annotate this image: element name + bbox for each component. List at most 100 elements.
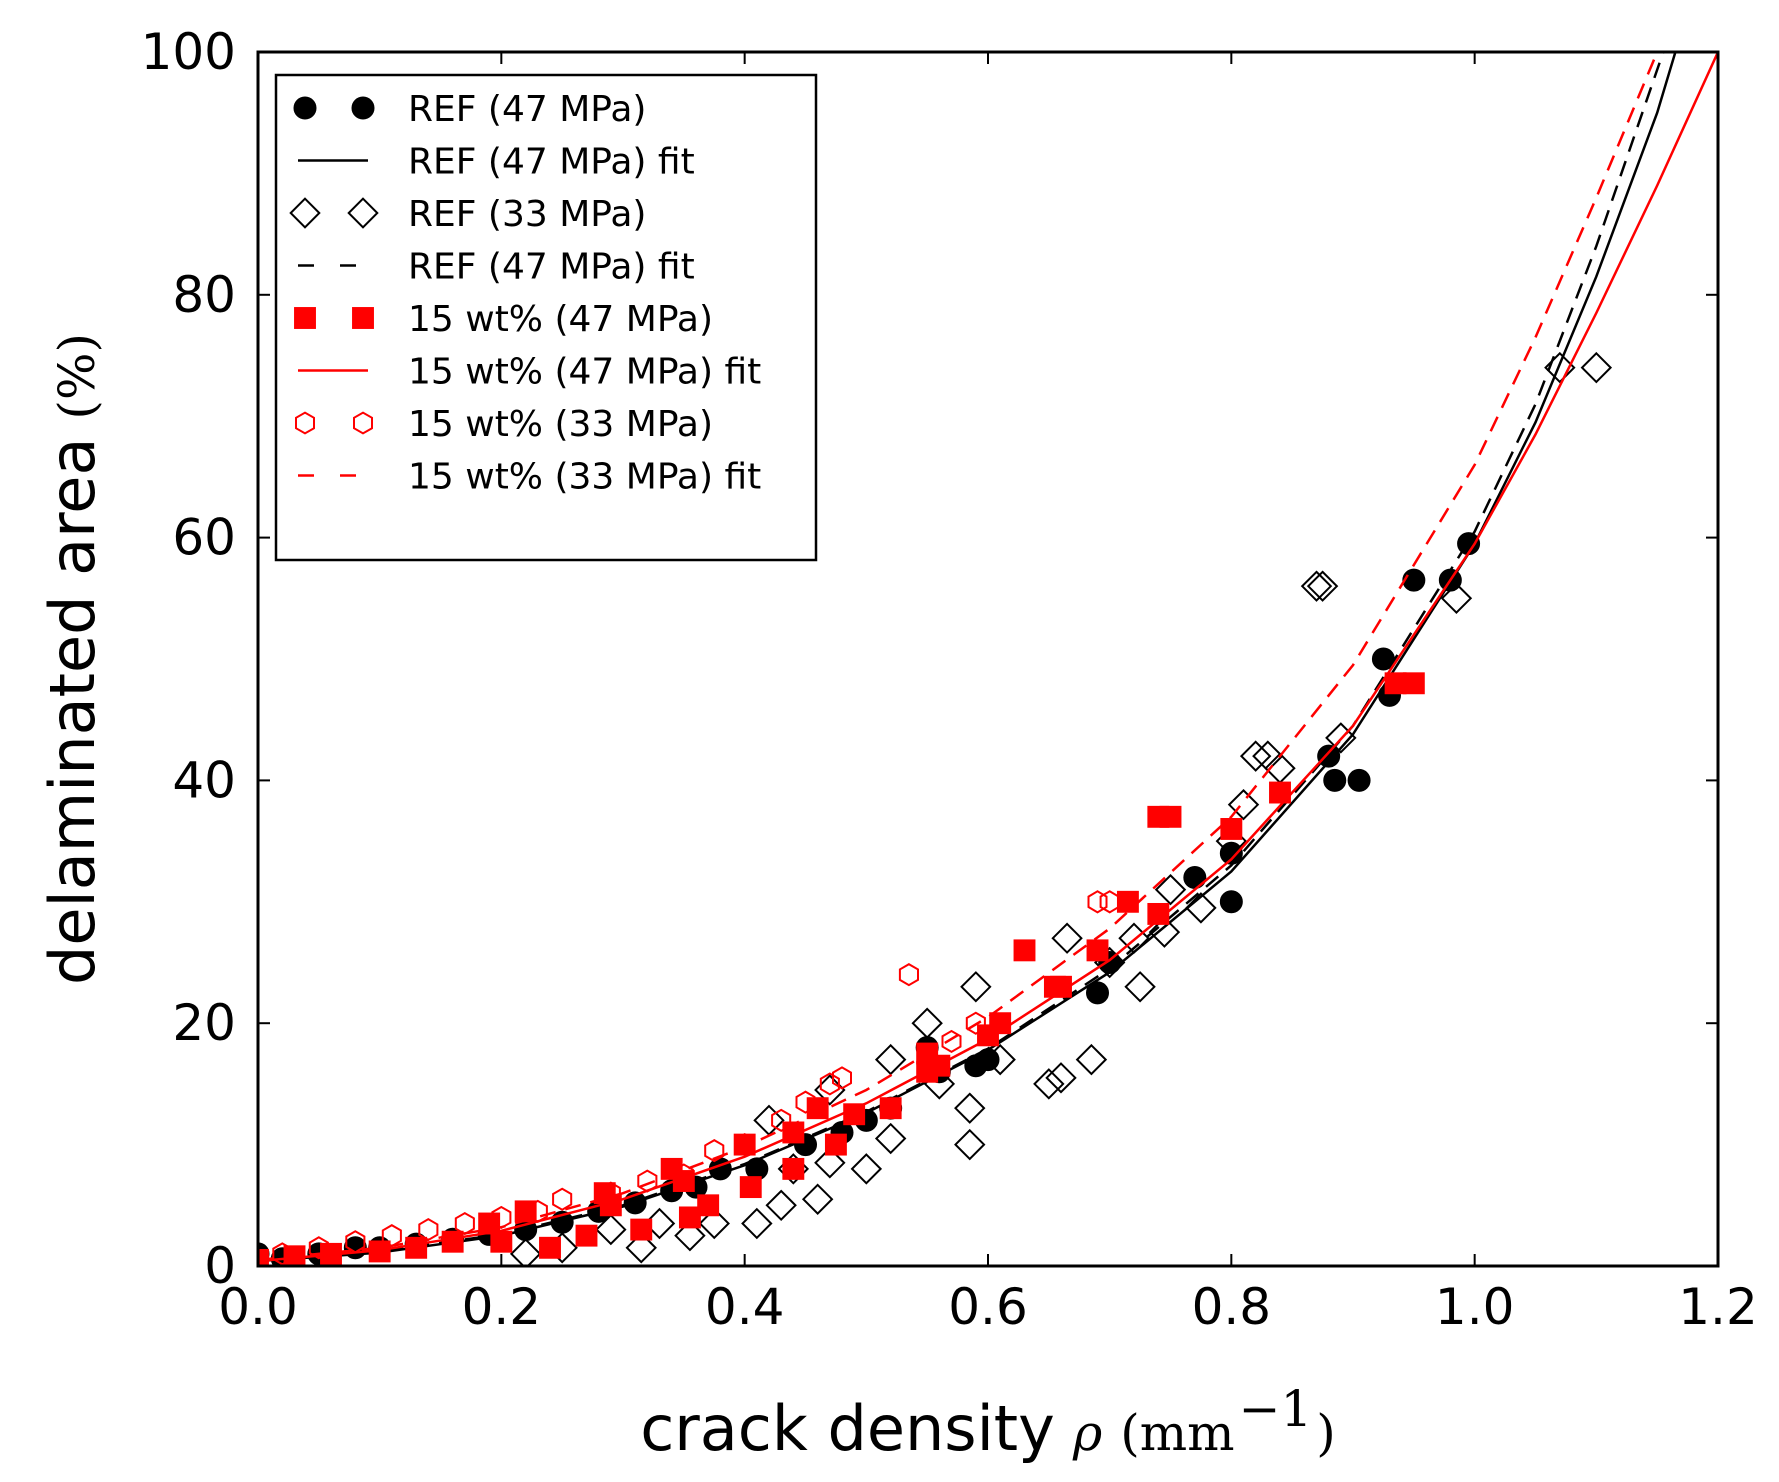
data-point bbox=[1185, 892, 1217, 924]
y-tick-label: 100 bbox=[141, 23, 236, 81]
data-point bbox=[806, 1097, 829, 1120]
data-point bbox=[1013, 939, 1036, 962]
legend-marker bbox=[295, 411, 315, 435]
x-tick-label: 0.6 bbox=[948, 1278, 1028, 1336]
y-axis-title-main: delaminated area bbox=[36, 438, 109, 985]
data-point bbox=[539, 1236, 561, 1259]
data-point bbox=[843, 1103, 866, 1126]
data-point bbox=[850, 1153, 883, 1185]
data-point bbox=[625, 1232, 657, 1264]
y-axis-title: delaminated area (%) bbox=[36, 333, 109, 985]
data-point bbox=[1300, 570, 1333, 602]
data-point bbox=[1159, 805, 1182, 828]
y-axis-unit: (%) bbox=[48, 333, 106, 420]
data-point bbox=[782, 1157, 805, 1180]
data-point bbox=[879, 1097, 902, 1120]
legend-marker bbox=[347, 197, 379, 229]
data-point bbox=[832, 1066, 852, 1090]
x-axis-title-main: crack density bbox=[640, 1392, 1055, 1465]
data-point bbox=[1183, 866, 1207, 890]
y-tick-label: 0 bbox=[204, 1237, 236, 1295]
x-axis-title: crack density ρ (mm −1 ) bbox=[640, 1380, 1336, 1465]
data-point bbox=[741, 1207, 773, 1240]
data-point bbox=[801, 1183, 834, 1215]
tick-labels: 0.0 0.2 0.4 0.6 0.8 1.0 1.2 0 20 40 60 80 100 bbox=[141, 23, 1758, 1336]
x-axis-unit-close: ) bbox=[1316, 1404, 1336, 1462]
data-point bbox=[898, 963, 919, 987]
data-point bbox=[1033, 1068, 1065, 1100]
plot-frame bbox=[256, 50, 1720, 1268]
legend-label: 15 wt% (33 MPa) fit bbox=[408, 457, 761, 498]
data-point bbox=[674, 1219, 706, 1252]
data-point bbox=[739, 1176, 762, 1199]
legend-entries: REF (47 MPa) REF (47 MPa) fit REF (33 MPa)… bbox=[289, 89, 761, 498]
data-point bbox=[1325, 722, 1357, 754]
data-point bbox=[514, 1200, 537, 1223]
data-point bbox=[954, 1092, 986, 1124]
data-point bbox=[1580, 351, 1613, 384]
data-point bbox=[941, 1029, 962, 1054]
data-point bbox=[824, 1133, 847, 1156]
data-point bbox=[509, 1238, 542, 1266]
data-point bbox=[637, 1169, 658, 1193]
data-point bbox=[954, 1128, 986, 1161]
data-point bbox=[272, 1242, 293, 1266]
data-point bbox=[345, 1230, 366, 1254]
data-point bbox=[1050, 975, 1072, 998]
data-point bbox=[734, 1132, 755, 1157]
data-point bbox=[600, 1181, 621, 1205]
y-tick-label: 80 bbox=[172, 266, 236, 324]
data-point bbox=[1086, 939, 1109, 962]
data-point bbox=[1402, 568, 1426, 592]
data-point bbox=[1116, 890, 1139, 913]
legend-label: 15 wt% (33 MPa) bbox=[408, 404, 713, 445]
data-point bbox=[630, 1218, 653, 1241]
x-axis-unit-exp: −1 bbox=[1239, 1380, 1313, 1438]
data-point bbox=[697, 1194, 720, 1217]
data-point bbox=[1147, 902, 1170, 925]
data-point bbox=[1086, 981, 1109, 1005]
x-axis-symbol: ρ bbox=[1072, 1404, 1103, 1462]
data-point bbox=[575, 1224, 598, 1247]
legend-label: 15 wt% (47 MPa) bbox=[408, 299, 713, 340]
legend-entry: 15 wt% (33 MPa) fit bbox=[298, 457, 761, 498]
data-point bbox=[1124, 971, 1156, 1003]
data-point bbox=[1148, 916, 1181, 948]
series-7 bbox=[258, 52, 1659, 1262]
data-point bbox=[1269, 781, 1291, 804]
data-point bbox=[1227, 788, 1260, 821]
data-point bbox=[960, 971, 992, 1003]
data-point bbox=[814, 1147, 846, 1179]
y-tick-label: 60 bbox=[172, 509, 236, 567]
legend-entry: REF (47 MPa) fit bbox=[298, 142, 695, 183]
series-3 bbox=[258, 52, 1665, 1263]
data-point bbox=[765, 1189, 797, 1222]
legend-marker bbox=[351, 96, 375, 120]
data-point bbox=[1051, 922, 1083, 954]
legend-marker bbox=[293, 96, 317, 120]
data-point bbox=[704, 1139, 725, 1163]
data-point bbox=[1347, 768, 1371, 792]
data-point bbox=[1239, 740, 1272, 772]
legend-entry: REF (47 MPa) fit bbox=[298, 247, 695, 288]
legend-entry: REF (47 MPa) bbox=[293, 89, 646, 130]
x-tick-label: 1.2 bbox=[1678, 1278, 1758, 1336]
data-point bbox=[1154, 873, 1187, 906]
legend-label: REF (33 MPa) bbox=[408, 194, 646, 235]
data-point bbox=[1306, 570, 1339, 602]
legend-entry: 15 wt% (33 MPa) bbox=[295, 404, 713, 445]
legend: REF (47 MPa) REF (47 MPa) fit REF (33 MPa)… bbox=[274, 73, 818, 562]
y-tick-label: 40 bbox=[172, 751, 236, 809]
data-point bbox=[1087, 890, 1108, 914]
data-point bbox=[1440, 582, 1473, 615]
legend-marker bbox=[294, 307, 316, 329]
plot-area bbox=[258, 52, 1718, 1266]
data-point bbox=[1402, 672, 1425, 695]
legend-entry: 15 wt% (47 MPa) bbox=[294, 299, 713, 340]
legend-label: REF (47 MPa) fit bbox=[408, 142, 695, 183]
fit-line bbox=[258, 52, 1659, 1262]
legend-label: REF (47 MPa) fit bbox=[408, 247, 695, 288]
series-2 bbox=[509, 351, 1613, 1266]
data-point bbox=[1045, 1062, 1077, 1094]
legend-entry: REF (33 MPa) bbox=[289, 194, 646, 235]
